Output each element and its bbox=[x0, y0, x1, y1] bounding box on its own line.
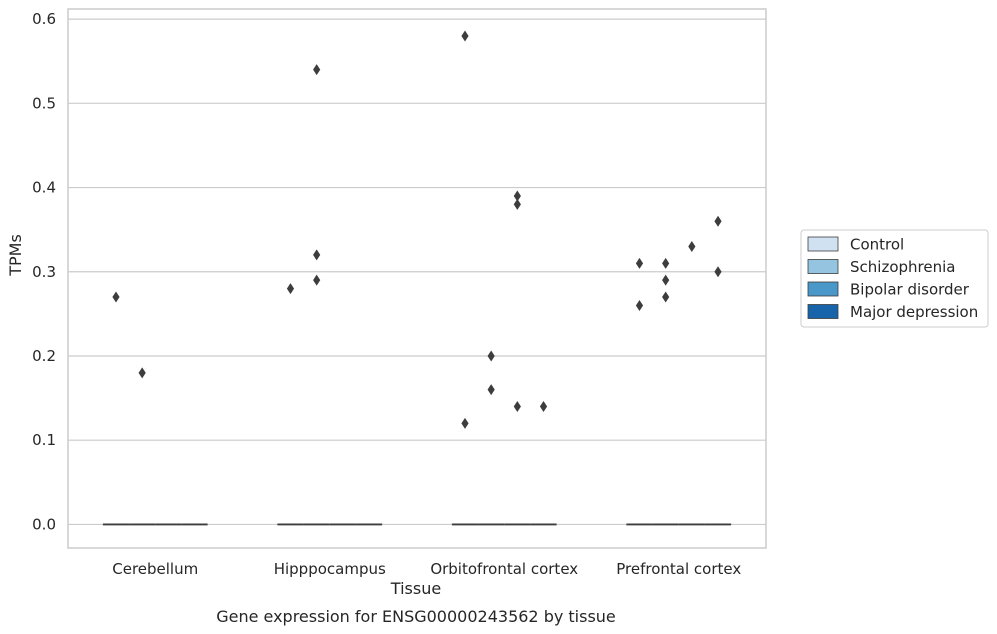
outlier-point bbox=[313, 64, 321, 76]
x-tick-label: Orbitofrontal cortex bbox=[430, 560, 578, 578]
outlier-point bbox=[487, 350, 495, 362]
legend-frame bbox=[800, 229, 989, 328]
outlier-point bbox=[714, 215, 722, 227]
legend-label: Schizophrenia bbox=[850, 258, 955, 276]
outlier-point bbox=[286, 283, 295, 295]
legend-items: Control Schizophrenia Bipolar disorder Majo… bbox=[807, 236, 978, 321]
y-tick-label: 0.2 bbox=[32, 347, 56, 365]
outlier-point bbox=[112, 291, 120, 303]
legend-swatch bbox=[807, 236, 839, 252]
legend-swatch bbox=[807, 304, 839, 319]
outlier-point bbox=[714, 266, 722, 278]
outlier-point bbox=[635, 257, 644, 269]
outlier-point bbox=[635, 299, 644, 311]
outlier-point bbox=[688, 240, 696, 252]
x-tick-label: Cerebellum bbox=[112, 560, 198, 578]
outlier-point bbox=[461, 30, 469, 42]
marks-layer bbox=[102, 30, 732, 526]
legend-label: Control bbox=[850, 236, 904, 254]
legend-swatch bbox=[807, 259, 839, 274]
x-tick-label: Hipppocampus bbox=[274, 560, 386, 578]
legend-label: Bipolar disorder bbox=[850, 281, 970, 299]
y-tick-label: 0.1 bbox=[32, 431, 56, 449]
plot-frame bbox=[67, 8, 767, 549]
chart-caption: Gene expression for ENSG00000243562 by t… bbox=[216, 607, 616, 626]
y-tick-label: 0.4 bbox=[32, 179, 56, 197]
x-axis-label: Tissue bbox=[390, 579, 441, 598]
x-tick-labels: Cerebellum Hipppocampus Orbitofrontal cort… bbox=[112, 560, 741, 578]
y-axis-label: TPMs bbox=[6, 234, 25, 277]
y-tick-label: 0.5 bbox=[32, 94, 56, 112]
outlier-point bbox=[513, 190, 521, 202]
y-tick-labels: 0.0 0.1 0.2 0.3 0.4 0.5 0.6 bbox=[32, 10, 56, 533]
legend-swatch bbox=[807, 281, 839, 297]
outlier-point bbox=[513, 198, 521, 210]
grid-layer bbox=[68, 18, 766, 526]
x-tick-label: Prefrontal cortex bbox=[616, 560, 741, 578]
outlier-point bbox=[662, 291, 670, 303]
outlier-point bbox=[138, 367, 146, 379]
outlier-point bbox=[461, 417, 469, 429]
outlier-point bbox=[662, 274, 670, 286]
outlier-point bbox=[539, 401, 548, 413]
y-tick-label: 0.3 bbox=[32, 263, 56, 281]
outlier-point bbox=[313, 249, 321, 261]
outlier-point bbox=[487, 384, 495, 396]
outlier-point bbox=[513, 401, 521, 413]
legend: Control Schizophrenia Bipolar disorder Majo… bbox=[800, 229, 989, 328]
legend-label: Major depression bbox=[850, 303, 978, 321]
outlier-point bbox=[662, 257, 670, 269]
y-tick-label: 0.0 bbox=[32, 515, 56, 533]
y-tick-label: 0.6 bbox=[32, 10, 56, 28]
outlier-point bbox=[313, 274, 321, 286]
